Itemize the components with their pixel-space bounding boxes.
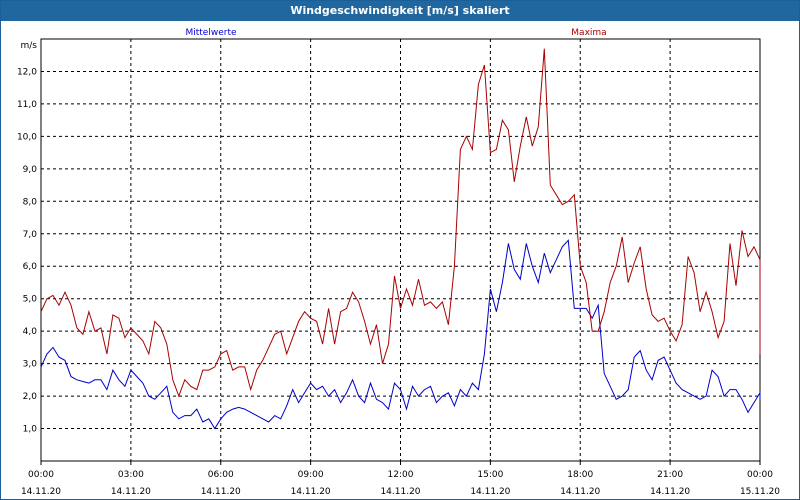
y-tick-label: 3,0 [23,360,38,370]
x-tick-date-label: 14.11.20 [201,487,241,497]
x-tick-date-label: 14.11.20 [380,487,420,497]
y-tick-label: 5,0 [23,295,38,305]
x-tick-time-label: 09:00 [298,470,324,480]
y-axis-label: m/s [21,41,38,51]
y-tick-label: 1,0 [23,425,38,435]
x-tick-time-label: 12:00 [388,470,414,480]
y-tick-label: 12,0 [17,67,37,77]
x-tick-date-label: 14.11.20 [470,487,510,497]
window-title: Windgeschwindigkeit [m/s] skaliert [1,1,799,21]
x-tick-time-label: 21:00 [657,470,683,480]
y-tick-label: 6,0 [23,262,38,272]
x-tick-time-label: 03:00 [118,470,144,480]
x-tick-time-label: 15:00 [477,470,503,480]
y-tick-label: 4,0 [23,327,38,337]
grid-lines [41,39,760,461]
y-tick-label: 11,0 [17,100,37,110]
x-axis: 00:00 14.11.20 03:00 14.11.20 06:00 14.11.20 0… [21,461,780,497]
x-tick-time-label: 00:00 [28,470,54,480]
legend-entry-mittelwerte: Mittelwerte [185,28,236,38]
x-tick-time-label: 06:00 [208,470,234,480]
y-axis: 1,0 2,0 3,0 4,0 5,0 6,0 7,0 8,0 9,0 10,0 11,0 12,0 m… [17,41,37,435]
series-line-maxima [40,48,761,398]
x-tick-date-label: 14.11.20 [291,487,331,497]
x-tick-date-label: 14.11.20 [21,487,61,497]
series-lines [40,48,761,430]
y-tick-label: 8,0 [23,197,38,207]
x-tick-date-label: 14.11.20 [650,487,690,497]
x-tick-time-label: 18:00 [567,470,593,480]
legend-entry-maxima: Maxima [571,28,606,38]
x-tick-date-label: 15.11.20 [740,487,780,497]
y-tick-label: 2,0 [23,392,38,402]
y-tick-label: 7,0 [23,230,38,240]
x-tick-time-label: 00:00 [747,470,773,480]
y-tick-label: 10,0 [17,132,37,142]
series-line-mittelwerte [40,239,761,430]
legend: Mittelwerte Maxima [185,28,606,38]
y-tick-label: 9,0 [23,165,38,175]
x-tick-date-label: 14.11.20 [560,487,600,497]
x-tick-date-label: 14.11.20 [111,487,151,497]
